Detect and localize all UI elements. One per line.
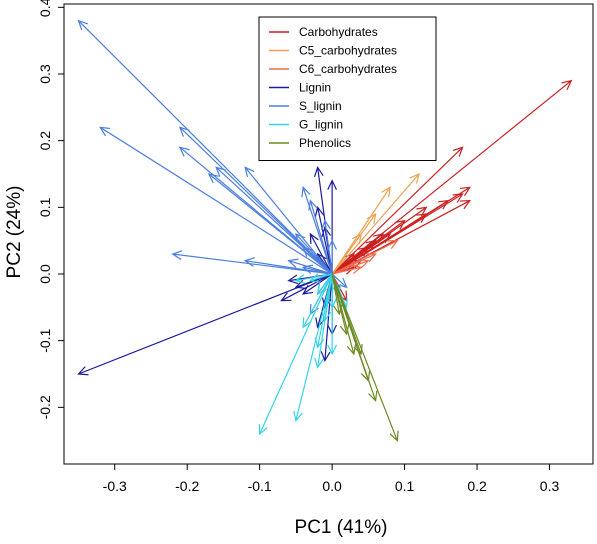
c5-carbohydrates-arrow bbox=[331, 232, 362, 275]
x-axis-title: PC1 (41%) bbox=[295, 517, 388, 538]
g-lignin-arrow bbox=[309, 273, 333, 283]
lignin-arrow bbox=[309, 232, 333, 275]
g-lignin-arrow bbox=[293, 273, 333, 423]
plot-frame bbox=[63, 3, 594, 465]
s-lignin-arrow bbox=[243, 257, 333, 275]
legend-label: Carbohydrates bbox=[299, 25, 378, 39]
y-tick-label: 0.3 bbox=[37, 64, 53, 84]
x-tick-label: 0.3 bbox=[540, 478, 560, 494]
x-tick-label: -0.1 bbox=[248, 478, 272, 494]
legend-label: Phenolics bbox=[299, 136, 351, 150]
x-tick-label: 0.1 bbox=[395, 478, 415, 494]
g-lignin-arrow bbox=[316, 273, 333, 296]
s-lignin-arrow bbox=[327, 239, 338, 274]
x-tick-label: -0.3 bbox=[103, 478, 127, 494]
legend-label: Lignin bbox=[299, 81, 331, 95]
c5-carbohydrates-arrow bbox=[331, 172, 420, 275]
phenolics-arrow bbox=[331, 273, 399, 442]
y-tick-label: 0.4 bbox=[37, 0, 53, 17]
x-axis: -0.3 -0.2 -0.1 0.0 0.1 0.2 0.3 bbox=[103, 464, 560, 494]
lignin-arrow bbox=[314, 205, 333, 275]
y-tick-label: 0.2 bbox=[37, 131, 53, 151]
x-tick-label: -0.2 bbox=[175, 478, 199, 494]
lignin-arrow bbox=[302, 273, 333, 295]
s-lignin-arrow bbox=[301, 264, 333, 275]
s-lignin-arrow bbox=[178, 126, 333, 275]
y-axis: -0.2 -0.1 0.0 0.1 0.2 0.3 0.4 bbox=[37, 0, 64, 419]
g-lignin-arrow bbox=[302, 273, 333, 329]
carbohydrates-arrow bbox=[331, 146, 464, 275]
y-tick-label: -0.2 bbox=[37, 395, 53, 419]
y-tick-label: 0.1 bbox=[37, 197, 53, 217]
phenolics-arrow bbox=[331, 273, 363, 356]
y-tick-label: -0.1 bbox=[37, 328, 53, 352]
c6-carbohydrates-arrow bbox=[331, 264, 363, 275]
legend-box bbox=[258, 16, 437, 161]
s-lignin-arrow bbox=[294, 232, 333, 275]
legend: Carbohydrates C5_carbohydrates C6_carbohyd… bbox=[258, 16, 437, 161]
c5-carbohydrates-arrow bbox=[331, 186, 391, 275]
phenolics-arrow bbox=[331, 273, 343, 316]
legend-label: G_lignin bbox=[299, 118, 343, 132]
s-lignin-arrow bbox=[302, 246, 333, 275]
s-lignin-arrow bbox=[207, 173, 333, 275]
g-lignin-arrow bbox=[321, 273, 333, 323]
legend-label: C5_carbohydrates bbox=[299, 44, 397, 58]
lignin-arrow bbox=[77, 273, 333, 376]
s-lignin-arrow bbox=[308, 199, 333, 275]
s-lignin-arrow bbox=[244, 166, 333, 275]
s-lignin-arrow bbox=[77, 19, 333, 275]
s-lignin-arrow bbox=[171, 250, 333, 275]
s-lignin-arrow bbox=[99, 126, 333, 275]
legend-label: S_lignin bbox=[299, 99, 342, 113]
legend-label: C6_carbohydrates bbox=[299, 62, 397, 76]
x-tick-label: 0.0 bbox=[322, 478, 342, 494]
x-tick-label: 0.2 bbox=[467, 478, 487, 494]
carbohydrates-arrow bbox=[331, 246, 370, 275]
g-lignin-arrow bbox=[327, 274, 338, 309]
arrows-layer bbox=[77, 19, 573, 442]
y-tick-label: 0.0 bbox=[37, 264, 53, 284]
carbohydrates-arrow bbox=[331, 213, 428, 275]
y-axis-title: PC2 (24%) bbox=[4, 186, 25, 279]
c6-carbohydrates-arrow bbox=[331, 253, 377, 275]
g-lignin-arrow bbox=[258, 273, 333, 436]
lignin-arrow bbox=[320, 273, 333, 363]
s-lignin-arrow bbox=[321, 219, 333, 275]
c6-carbohydrates-arrow bbox=[331, 259, 370, 275]
